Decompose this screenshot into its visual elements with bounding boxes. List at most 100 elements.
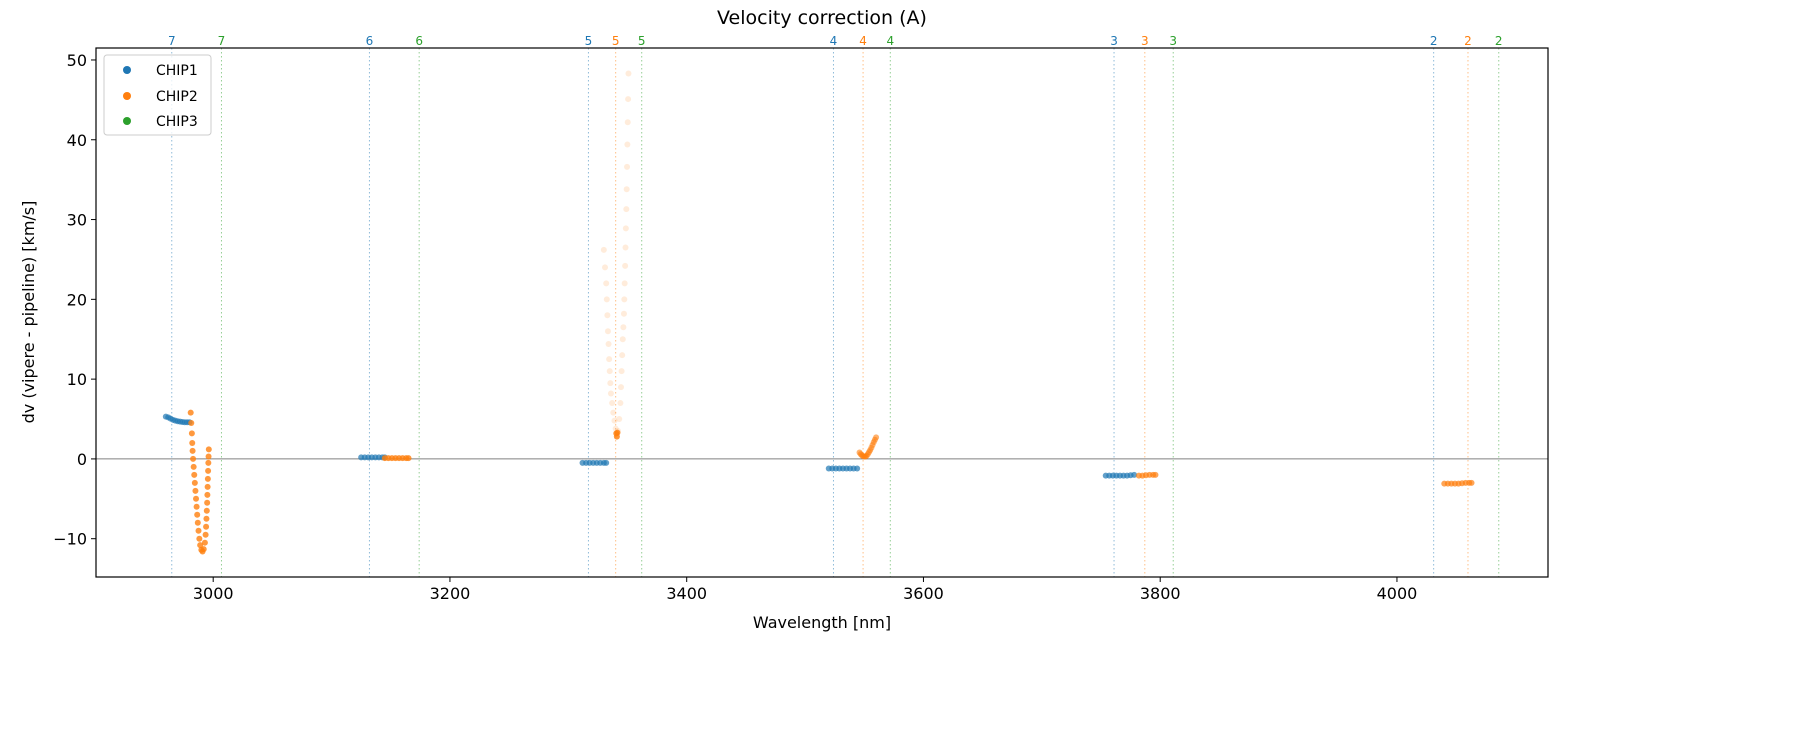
data-point-chip2	[201, 539, 208, 546]
data-point-chip2	[602, 264, 609, 271]
data-point-chip2	[197, 542, 204, 549]
data-point-chip2	[405, 455, 412, 462]
data-point-chip2	[622, 262, 629, 269]
data-point-chip2	[620, 310, 627, 317]
order-label: 5	[585, 34, 593, 48]
data-point-chip2	[609, 400, 616, 407]
data-point-chip2	[873, 434, 880, 441]
y-tick-label: −10	[53, 530, 87, 549]
data-point-chip2	[193, 495, 200, 502]
data-point-chip2	[188, 430, 195, 437]
data-point-chip2	[605, 341, 612, 348]
data-point-chip2	[205, 459, 212, 466]
order-label: 2	[1430, 34, 1438, 48]
data-point-chip2	[203, 523, 210, 530]
data-point-chip2	[604, 312, 611, 319]
order-label: 4	[830, 34, 838, 48]
x-tick-label: 3000	[193, 584, 234, 603]
legend: CHIP1 CHIP2 CHIP3	[103, 54, 212, 136]
order-label: 4	[886, 34, 894, 48]
data-point-chip2	[190, 455, 197, 462]
order-lines: 7 7 6 6 5 5 5 4 4 4 3 3 3 2 2 2	[168, 34, 1503, 577]
y-axis: −10 0 10 20 30 40 50	[53, 51, 96, 549]
chart-title: Velocity correction (A)	[717, 7, 927, 29]
legend-box	[103, 54, 212, 136]
data-point-chip2	[195, 527, 202, 534]
legend-label-chip2: CHIP2	[156, 89, 198, 105]
y-tick-label: 10	[67, 370, 87, 389]
data-point-chip2	[625, 70, 632, 77]
data-point-chip2	[191, 471, 198, 478]
x-tick-label: 3200	[430, 584, 471, 603]
data-point-chip2	[617, 384, 624, 391]
order-label: 6	[415, 34, 423, 48]
y-axis-label: dv (vipere - pipeline) [km/s]	[19, 201, 38, 424]
data-point-chip2	[611, 417, 618, 424]
y-tick-label: 50	[67, 51, 87, 70]
y-tick-label: 40	[67, 131, 87, 150]
data-point-chip2	[624, 163, 631, 170]
data-point-chip2	[204, 499, 211, 506]
data-point-chip2	[625, 96, 632, 103]
data-point-chip2	[610, 409, 617, 416]
legend-marker-chip1	[123, 66, 131, 74]
data-point-chip1	[1131, 471, 1138, 478]
data-point-chip1	[603, 459, 610, 466]
data-point-chip2	[621, 280, 628, 287]
order-label: 2	[1495, 34, 1503, 48]
data-point-chip2	[1468, 479, 1475, 486]
data-point-chip2	[196, 535, 203, 542]
data-point-chip2	[205, 446, 212, 453]
legend-label-chip3: CHIP3	[156, 114, 198, 130]
order-label: 5	[638, 34, 646, 48]
data-point-chip2	[603, 296, 610, 303]
order-label: 5	[612, 34, 620, 48]
order-label: 2	[1464, 34, 1472, 48]
data-point-chip2	[187, 409, 194, 416]
data-point-chip2	[200, 546, 207, 553]
data-points	[162, 70, 1475, 555]
data-point-chip2	[603, 280, 610, 287]
order-label: 3	[1110, 34, 1118, 48]
y-tick-label: 0	[77, 450, 87, 469]
data-point-chip2	[600, 246, 607, 253]
order-label: 7	[218, 34, 226, 48]
order-label: 3	[1169, 34, 1177, 48]
data-point-chip2	[205, 467, 212, 474]
data-point-chip2	[204, 491, 211, 498]
y-tick-label: 30	[67, 211, 87, 230]
data-point-chip2	[203, 515, 210, 522]
data-point-chip2	[189, 447, 196, 454]
x-tick-label: 4000	[1377, 584, 1418, 603]
x-tick-label: 3800	[1140, 584, 1181, 603]
data-point-chip2	[606, 368, 613, 375]
data-point-chip2	[202, 531, 209, 538]
data-point-chip2	[606, 356, 613, 363]
x-axis-label: Wavelength [nm]	[753, 613, 891, 632]
data-point-chip2	[190, 463, 197, 470]
data-point-chip2	[620, 324, 627, 331]
data-point-chip2	[619, 336, 626, 343]
data-point-chip2	[607, 390, 614, 397]
order-label: 3	[1141, 34, 1149, 48]
order-label: 4	[859, 34, 867, 48]
data-point-chip2	[204, 483, 211, 490]
plot-frame	[95, 47, 1549, 578]
data-point-chip2	[607, 380, 614, 387]
data-point-chip2	[203, 507, 210, 514]
order-label: 6	[366, 34, 374, 48]
data-point-chip2	[614, 429, 621, 436]
data-point-chip2	[616, 416, 623, 423]
data-point-chip1	[854, 465, 861, 472]
x-tick-label: 3600	[903, 584, 944, 603]
data-point-chip2	[193, 503, 200, 510]
order-label: 7	[168, 34, 176, 48]
data-point-chip2	[618, 368, 625, 375]
data-point-chip2	[619, 352, 626, 359]
data-point-chip2	[623, 186, 630, 193]
data-point-chip2	[622, 244, 629, 251]
legend-marker-chip2	[123, 92, 131, 100]
y-tick-label: 20	[67, 290, 87, 309]
data-point-chip2	[205, 453, 212, 460]
legend-label-chip1: CHIP1	[156, 63, 198, 79]
